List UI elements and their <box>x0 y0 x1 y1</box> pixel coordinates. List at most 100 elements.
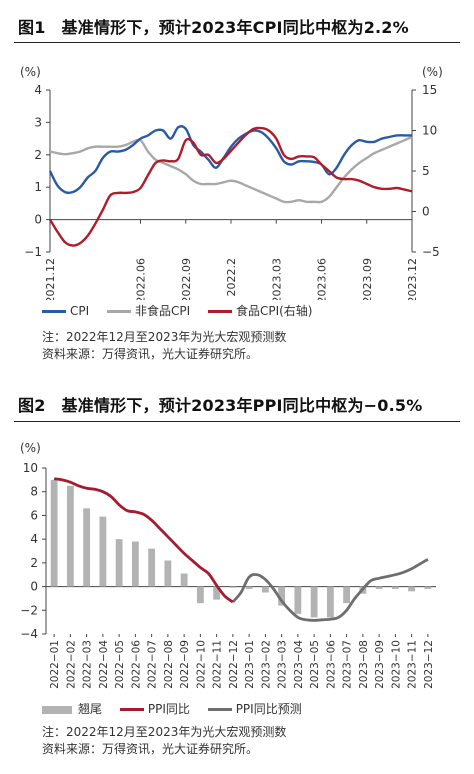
x-tick-label: 2022−08 <box>163 640 175 689</box>
figure2-title-rule <box>14 421 460 422</box>
x-tick-label: 2022−06 <box>130 640 142 689</box>
legend-label-cpi: CPI <box>70 304 90 318</box>
ppi-yoy-line <box>53 477 234 604</box>
x-tick-label: 2021.12 <box>44 258 57 300</box>
legend-item-forecast: PPI同比预测 <box>207 700 302 717</box>
legend-label-forecast: PPI同比预测 <box>235 702 302 716</box>
food-cpi-line <box>48 126 413 247</box>
x-tick-label: 2023−08 <box>358 640 370 689</box>
x-tick-label: 2023−07 <box>342 640 354 689</box>
legend-label-ppi: PPI同比 <box>147 702 190 716</box>
tail-bar <box>164 560 172 587</box>
x-tick-label: 2023−09 <box>374 640 386 689</box>
tail-bar <box>83 508 91 587</box>
right-tick-label: 5 <box>422 164 430 178</box>
x-tick-label: 2023−11 <box>407 640 419 689</box>
cpi-chart: (%) (%) −1 0 1 2 3 4 −5 0 5 10 15 2021.12 2022.06 2022.… <box>20 65 443 300</box>
right-axis-unit: (%) <box>422 65 443 79</box>
figure2-title-text: 基准情形下，预计2023年PPI同比中枢为−0.5% <box>61 396 423 415</box>
tail-bar <box>326 586 334 618</box>
legend-item-tail: 翘尾 <box>42 700 102 717</box>
y-axis-unit: (%) <box>20 441 41 455</box>
x-tick-label: 2022−12 <box>228 640 240 689</box>
legend-swatch-forecast <box>207 708 232 711</box>
right-tick-label: 0 <box>422 205 430 219</box>
tail-bar <box>148 548 156 587</box>
ppi-forecast-line <box>231 558 429 622</box>
tail-bar <box>391 586 399 589</box>
x-tick-label: 2022−02 <box>65 640 77 689</box>
figure1-note: 注：2022年12月至2023年为光大宏观预测数 <box>42 330 287 344</box>
x-tick-label: 2022−07 <box>147 640 159 689</box>
x-tick-label: 2022−01 <box>49 640 61 689</box>
figure1-legend: CPI 非食品CPI 食品CPI(右轴) <box>42 302 327 319</box>
right-tick-label: 10 <box>422 124 437 138</box>
figure2-title: 图2 基准情形下，预计2023年PPI同比中枢为−0.5% <box>18 392 422 416</box>
x-tick-label: 2023−03 <box>277 640 289 689</box>
tail-bar <box>408 586 416 592</box>
y-tick-label: 4 <box>30 532 38 546</box>
tail-bar <box>261 586 269 593</box>
figure2-legend: 翘尾 PPI同比 PPI同比预测 <box>42 700 316 717</box>
left-tick-label: 1 <box>34 180 42 194</box>
y-tick-label: 2 <box>30 556 38 570</box>
x-tick-label: 2023.12 <box>406 258 419 300</box>
x-tick-label: 2023−10 <box>390 640 402 689</box>
tail-bar <box>99 516 107 587</box>
tail-bar <box>294 586 302 614</box>
x-tick-label: 2022−04 <box>98 640 110 689</box>
tail-bar <box>50 479 58 587</box>
y-tick-label: 6 <box>30 508 38 522</box>
tail-bar <box>180 573 188 587</box>
legend-item-food: 食品CPI(右轴) <box>207 302 313 319</box>
legend-item-cpi: CPI <box>42 304 89 318</box>
x-tick-label: 2023−01 <box>244 640 256 689</box>
tail-bar <box>115 539 123 587</box>
legend-swatch-ppi <box>119 708 144 711</box>
x-tick-label: 2022−09 <box>179 640 191 689</box>
y-tick-label: 8 <box>30 485 38 499</box>
left-tick-label: 0 <box>34 213 42 227</box>
figure1-notes: 注：2022年12月至2023年为光大宏观预测数 资料来源：万得资讯，光大证券研… <box>42 329 286 363</box>
x-tick-label: 2023−06 <box>325 640 337 689</box>
tail-bar <box>310 586 318 618</box>
x-tick-label: 2023.03 <box>270 258 283 300</box>
right-tick-label: 15 <box>422 83 437 97</box>
legend-swatch-nonfood <box>106 310 131 313</box>
tail-bar <box>229 586 237 588</box>
y-tick-label: 0 <box>30 580 38 594</box>
legend-swatch-tail <box>42 705 72 714</box>
tail-bar <box>245 586 253 589</box>
legend-label-nonfood: 非食品CPI <box>134 304 191 318</box>
tail-bar <box>343 586 351 604</box>
x-tick-label: 2022.2 <box>225 258 238 297</box>
tail-bar <box>66 485 74 587</box>
figure1-number: 图1 <box>18 18 46 37</box>
figure2-note: 注：2022年12月至2023年为光大宏观预测数 <box>42 725 287 739</box>
x-tick-label: 2023−12 <box>423 640 435 689</box>
tail-bar <box>131 541 139 587</box>
x-tick-label: 2022.09 <box>180 258 193 300</box>
left-tick-label: 2 <box>34 148 42 162</box>
figure1-source: 资料来源：万得资讯，光大证券研究所。 <box>42 347 259 361</box>
y-tick-label: −4 <box>20 627 38 641</box>
x-tick-label: 2023−05 <box>309 640 321 689</box>
nonfood-cpi-line <box>49 135 413 204</box>
cpi-line <box>48 125 412 194</box>
figure2-number: 图2 <box>18 396 46 415</box>
tail-bar <box>278 586 286 606</box>
legend-swatch-food <box>207 310 232 313</box>
tail-bar <box>424 586 432 589</box>
legend-item-ppi: PPI同比 <box>119 700 190 717</box>
legend-item-nonfood: 非食品CPI <box>106 302 191 319</box>
figure2-notes: 注：2022年12月至2023年为光大宏观预测数 资料来源：万得资讯，光大证券研… <box>42 724 286 758</box>
figure1-title-text: 基准情形下，预计2023年CPI同比中枢为2.2% <box>61 18 409 37</box>
x-tick-label: 2022−10 <box>195 640 207 689</box>
legend-label-food: 食品CPI(右轴) <box>235 304 313 318</box>
x-tick-label: 2023.09 <box>361 258 374 300</box>
x-tick-label: 2022−11 <box>212 640 224 689</box>
ppi-chart: (%) −4 −2 0 2 4 6 8 10 2022−01 2022−02 2022−03 2022−… <box>20 441 436 689</box>
x-tick-label: 2023−04 <box>293 640 305 689</box>
legend-label-tail: 翘尾 <box>78 702 103 716</box>
right-tick-label: −5 <box>422 245 440 259</box>
